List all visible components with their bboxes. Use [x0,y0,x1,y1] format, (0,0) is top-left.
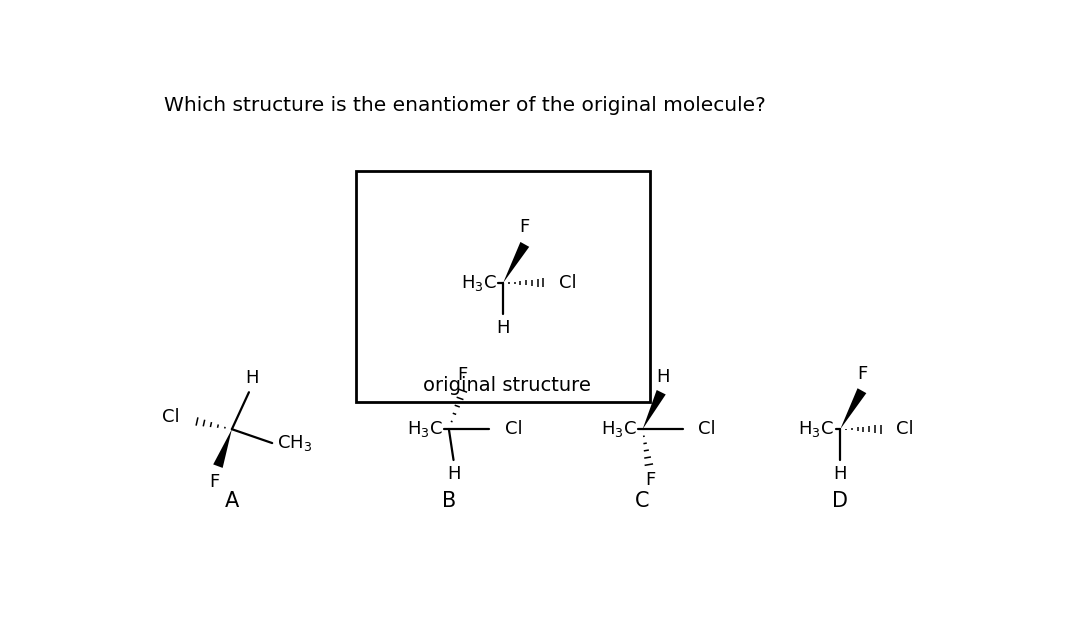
Text: Cl: Cl [162,408,180,426]
Text: $\mathregular{H_3C}$: $\mathregular{H_3C}$ [407,419,443,439]
Text: original structure: original structure [423,376,591,395]
Text: Which structure is the enantiomer of the original molecule?: Which structure is the enantiomer of the… [164,96,766,115]
Text: Cl: Cl [896,420,914,438]
Text: F: F [208,472,219,491]
Text: H: H [245,369,259,388]
Text: F: F [645,471,656,489]
Text: H: H [834,465,847,483]
Text: H: H [497,319,510,336]
Polygon shape [643,390,665,429]
Polygon shape [840,388,866,429]
Polygon shape [503,242,529,283]
Text: H: H [447,465,460,483]
Bar [356,171,650,402]
Text: $\mathregular{H_3C}$: $\mathregular{H_3C}$ [798,419,834,439]
Text: F: F [856,365,867,382]
Text: F: F [519,219,530,236]
Text: F: F [458,366,468,384]
Text: $\mathregular{H_3C}$: $\mathregular{H_3C}$ [600,419,636,439]
Text: Cl: Cl [699,420,716,438]
Text: A: A [225,491,239,511]
Text: Cl: Cl [504,420,523,438]
Text: H: H [656,368,670,386]
Polygon shape [213,429,232,468]
Text: $\mathregular{CH_3}$: $\mathregular{CH_3}$ [276,433,312,453]
Text: Cl: Cl [559,274,577,292]
Text: $\mathregular{H_3C}$: $\mathregular{H_3C}$ [461,273,497,293]
Text: B: B [442,491,456,511]
Text: C: C [635,491,650,511]
Text: D: D [833,491,848,511]
